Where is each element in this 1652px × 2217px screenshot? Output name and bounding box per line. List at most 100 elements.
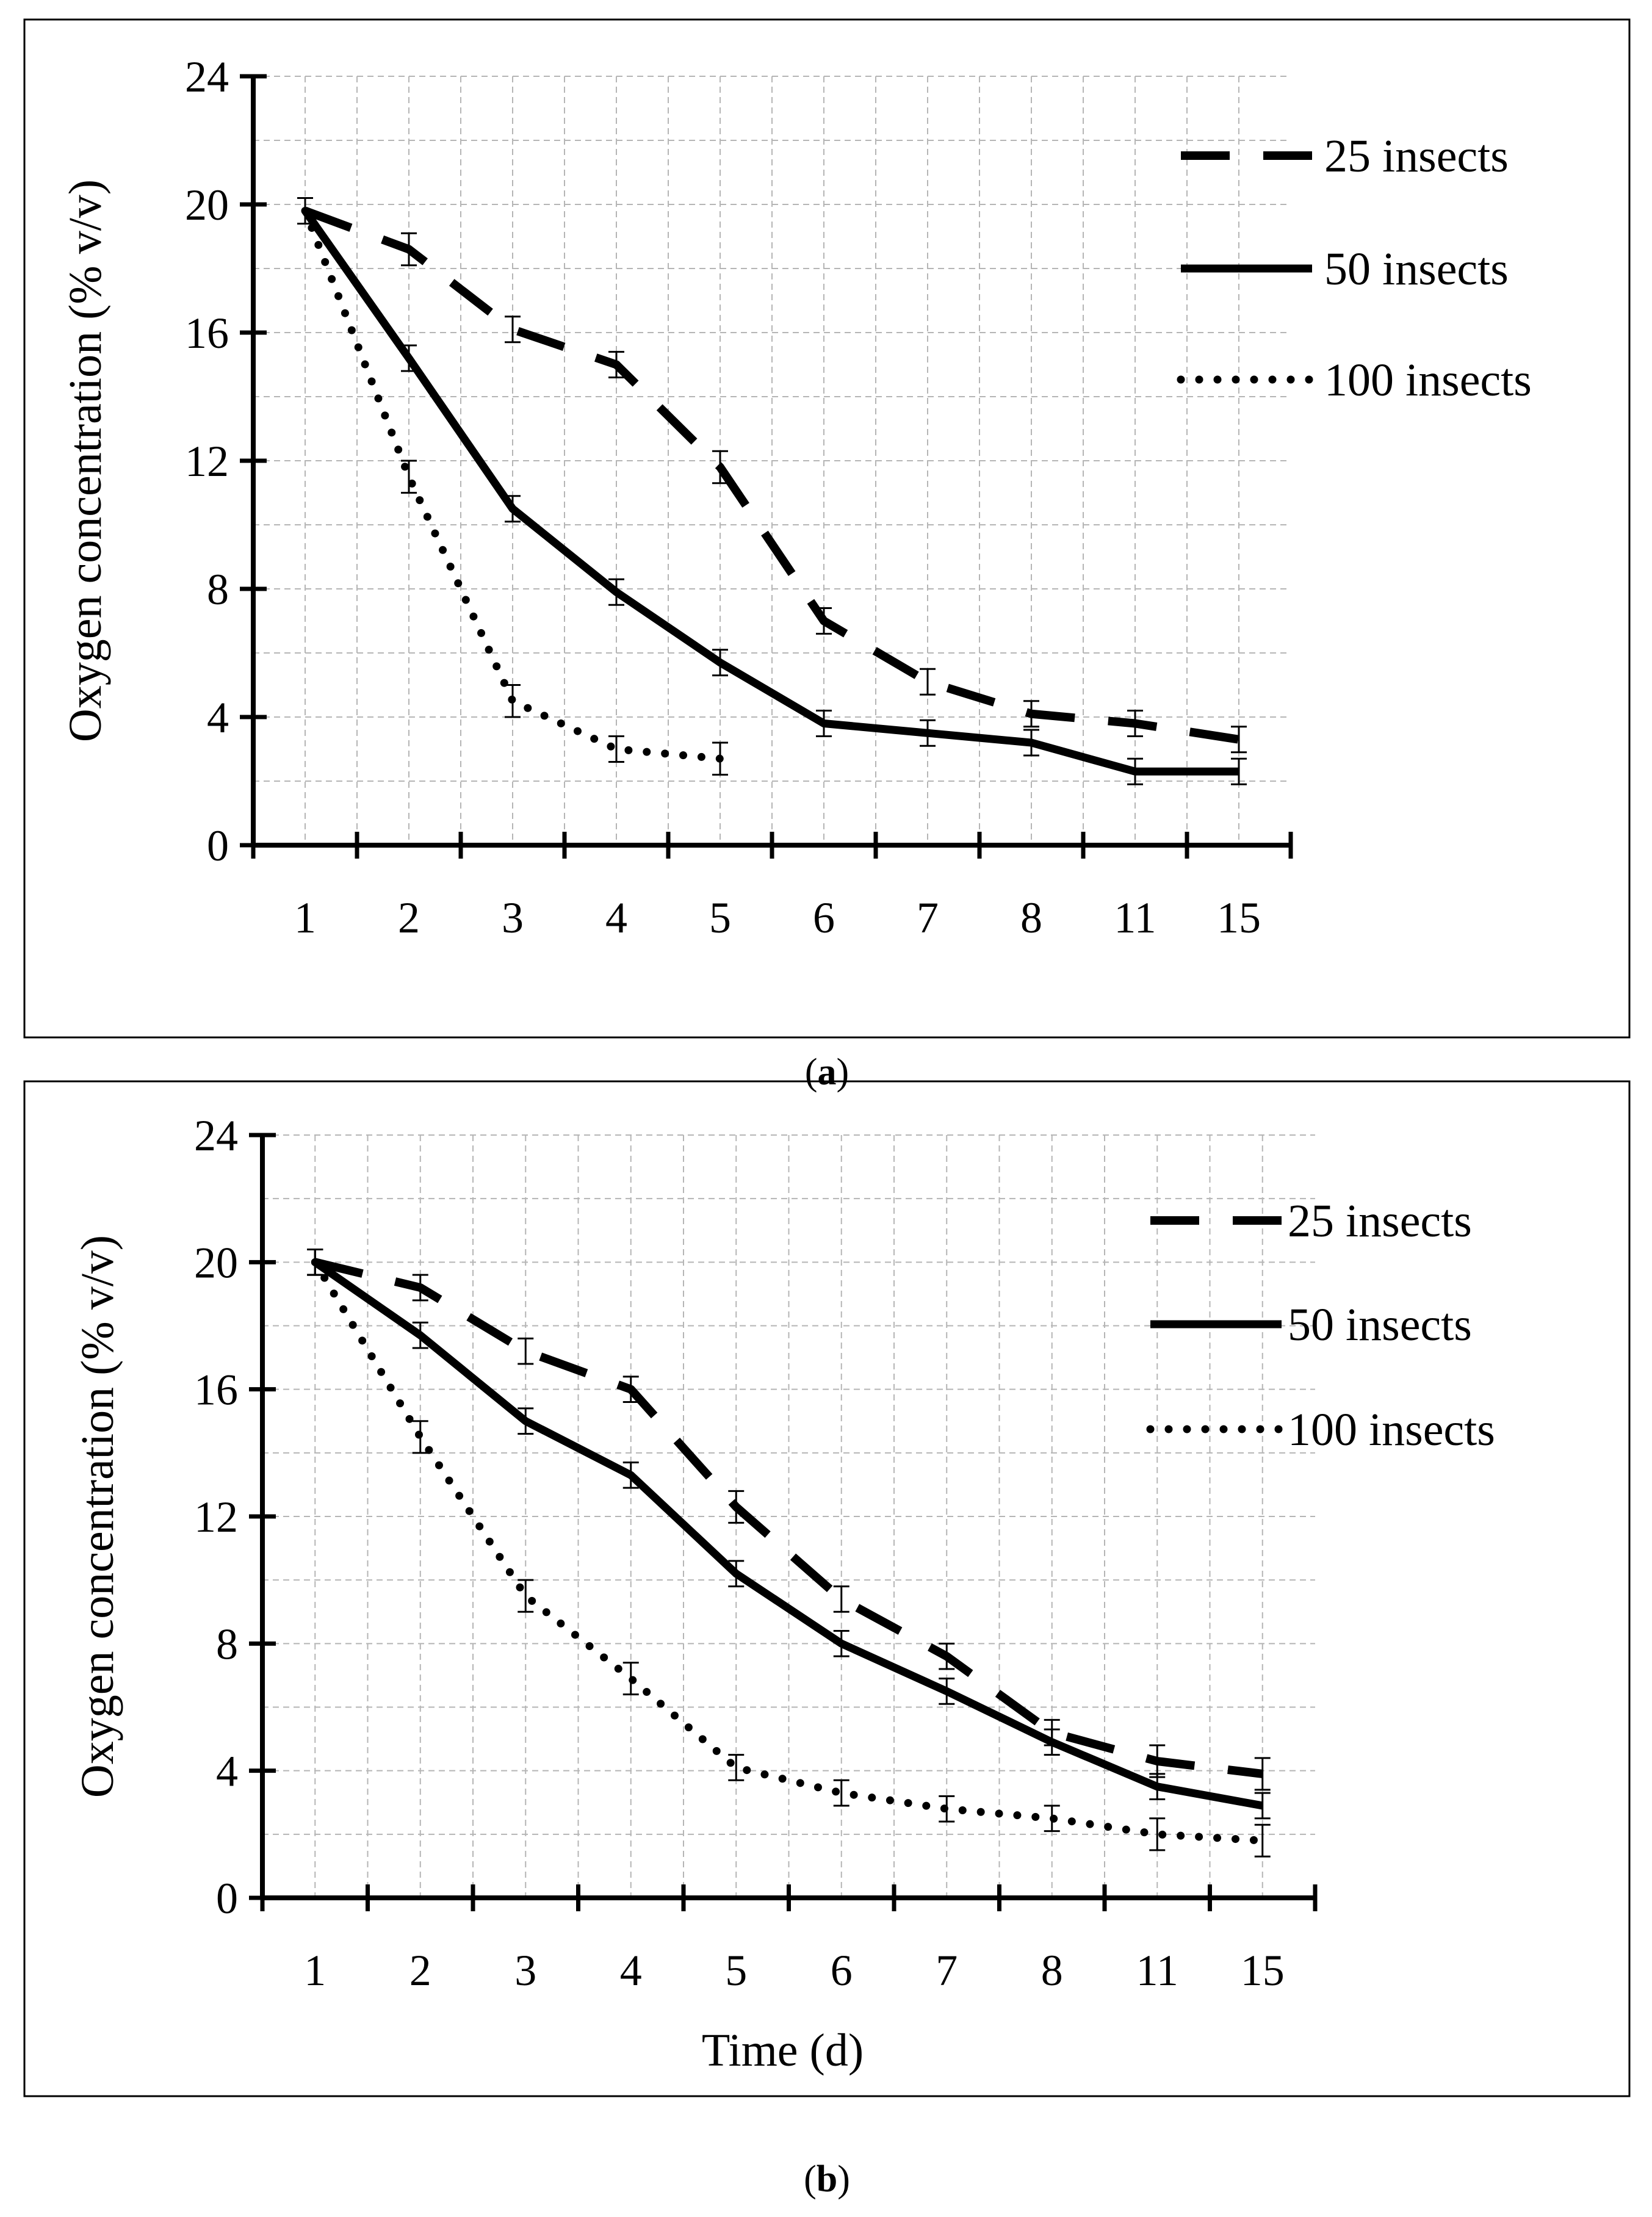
error-bar — [1254, 1823, 1271, 1858]
error-bar — [1023, 729, 1039, 757]
error-bar — [622, 1461, 639, 1489]
error-bar — [1149, 1817, 1166, 1851]
y-tick-label: 20 — [185, 181, 229, 229]
frame-b — [23, 1080, 1631, 2097]
error-bar — [728, 1754, 745, 1781]
error-bar — [401, 232, 417, 267]
x-tick-label: 8 — [1020, 893, 1042, 942]
series-100-insects — [297, 197, 728, 776]
error-bar — [712, 741, 728, 776]
series-line — [303, 206, 1240, 744]
series-50-insects — [307, 1249, 1271, 1820]
legend-label: 50 insects — [1324, 243, 1509, 295]
y-tick-label: 8 — [207, 565, 229, 614]
y-tick-label: 16 — [194, 1366, 238, 1415]
legend-label: 25 insects — [1324, 131, 1509, 182]
error-bar — [505, 684, 521, 718]
error-bar — [816, 710, 832, 737]
error-bar — [1127, 757, 1143, 785]
y-tick-label: 24 — [194, 1111, 238, 1160]
error-bar — [833, 1630, 849, 1657]
y-tick-label: 20 — [194, 1238, 238, 1287]
error-bar — [833, 1779, 849, 1807]
series-100-insects — [307, 1249, 1271, 1858]
x-tick-label: 1 — [294, 893, 316, 942]
error-bar — [920, 719, 936, 747]
x-tick-label: 11 — [1114, 893, 1156, 942]
legend-label: 25 insects — [1288, 1195, 1472, 1247]
x-axis-label: Time (d) — [702, 2025, 864, 2076]
y-tick-label: 8 — [216, 1620, 238, 1668]
series-line — [311, 1258, 1267, 1845]
y-axis-label: Oxygen concentration (% v/v) — [72, 1235, 123, 1798]
error-bar — [505, 495, 521, 523]
error-bar — [412, 1420, 428, 1454]
panel-label-b: (b) — [804, 2158, 850, 2200]
error-bar — [920, 668, 936, 696]
error-bar — [622, 1662, 639, 1696]
series-line — [312, 1258, 1263, 1810]
x-tick-label: 3 — [514, 1946, 536, 1995]
error-bar — [505, 315, 521, 344]
error-bar — [833, 1585, 849, 1613]
error-bar — [1023, 700, 1039, 728]
y-tick-label: 12 — [185, 437, 229, 486]
error-bar — [622, 1375, 639, 1403]
x-tick-label: 7 — [936, 1946, 958, 1995]
x-tick-label: 5 — [725, 1946, 747, 1995]
y-tick-label: 0 — [207, 821, 229, 870]
x-tick-label: 3 — [502, 893, 524, 942]
series-line — [314, 1258, 1263, 1778]
gridlines — [253, 76, 1291, 845]
error-bar — [939, 1795, 955, 1823]
x-tick-label: 11 — [1136, 1946, 1178, 1995]
error-bar — [307, 1249, 323, 1276]
y-tick-label: 4 — [207, 693, 229, 742]
error-bar — [1254, 1757, 1271, 1791]
error-bar — [518, 1337, 534, 1365]
error-bar — [1231, 726, 1247, 754]
x-tick-label: 4 — [605, 893, 627, 942]
legend-label: 50 insects — [1288, 1299, 1472, 1350]
x-tick-label: 4 — [620, 1946, 642, 1995]
error-bar — [728, 1490, 745, 1524]
y-tick-label: 4 — [216, 1747, 238, 1796]
frame-a — [23, 18, 1631, 1039]
error-bar — [518, 1579, 534, 1613]
error-bar — [712, 649, 728, 677]
error-bar — [939, 1642, 955, 1670]
error-bar — [608, 735, 624, 763]
series-line — [301, 208, 1239, 776]
error-bar — [412, 1274, 428, 1302]
error-bar — [1127, 710, 1143, 737]
x-tick-label: 8 — [1041, 1946, 1063, 1995]
x-tick-label: 2 — [409, 1946, 431, 1995]
error-bar — [297, 197, 313, 225]
error-bar — [1044, 1804, 1060, 1833]
panel-label-a: (a) — [804, 1051, 849, 1093]
x-tick-label: 15 — [1241, 1946, 1285, 1995]
y-tick-label: 24 — [185, 52, 229, 101]
error-bar — [816, 607, 832, 635]
x-tick-label: 5 — [709, 893, 731, 942]
error-bar — [712, 450, 728, 485]
error-bar — [608, 578, 624, 606]
x-tick-label: 1 — [304, 1946, 326, 1995]
error-bar — [401, 460, 417, 494]
x-tick-label: 15 — [1217, 893, 1261, 942]
legend-label: 100 insects — [1324, 355, 1532, 406]
error-bar — [1044, 1728, 1060, 1756]
error-bar — [1231, 757, 1247, 785]
error-bar — [518, 1407, 534, 1435]
x-tick-label: 6 — [813, 893, 835, 942]
x-tick-label: 2 — [398, 893, 420, 942]
error-bar — [401, 344, 417, 372]
error-bar — [728, 1560, 745, 1588]
x-tick-label: 7 — [917, 893, 939, 942]
error-bar — [939, 1678, 955, 1705]
error-bar — [1254, 1792, 1271, 1820]
error-bar — [1149, 1773, 1166, 1801]
